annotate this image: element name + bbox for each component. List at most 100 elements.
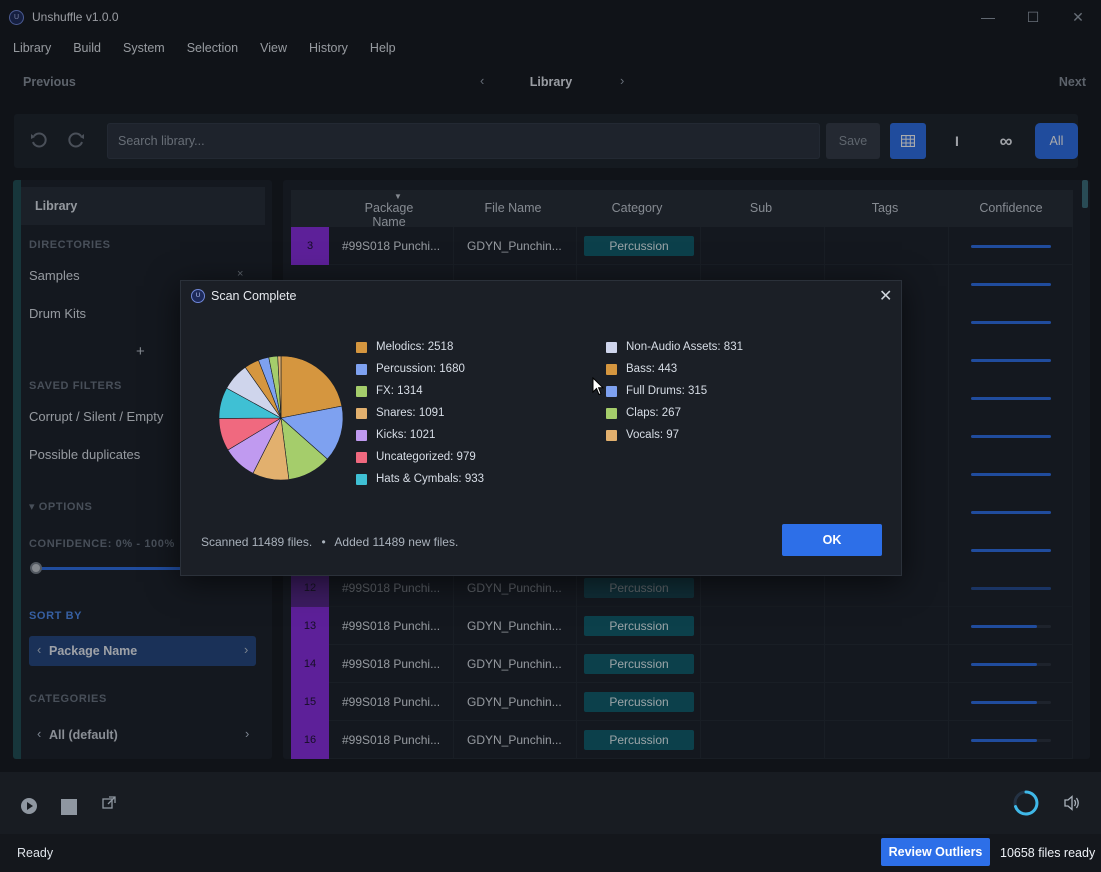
chevron-left-icon[interactable]: ‹ — [37, 642, 42, 657]
pie-slice-vocals — [277, 355, 282, 419]
table-row[interactable]: 12 #99S018 Punchi... GDYN_Punchin... Percus… — [291, 569, 1073, 607]
app-logo-icon: U — [9, 9, 24, 25]
file-name-cell: GDYN_Punchin... — [467, 657, 562, 671]
remove-directory-icon[interactable]: × — [237, 268, 244, 280]
category-chevron-left-icon[interactable]: ‹ — [37, 726, 42, 741]
legend-swatch — [606, 341, 617, 353]
category-badge[interactable]: Percussion — [584, 730, 694, 750]
nav-right-arrow-icon[interactable]: › — [620, 73, 625, 88]
minimize-button[interactable]: — — [981, 9, 995, 25]
page-title: Library — [529, 75, 573, 89]
menu-history[interactable]: History — [309, 41, 348, 55]
confidence-slider-track[interactable] — [35, 567, 195, 570]
table-row[interactable]: 13 #99S018 Punchi... GDYN_Punchin... Percus… — [291, 607, 1073, 645]
menu-help[interactable]: Help — [369, 41, 396, 55]
table-scrollbar[interactable] — [1082, 180, 1088, 208]
file-name-cell: GDYN_Punchin... — [467, 581, 562, 595]
legend-item: Percussion: 1680 — [356, 363, 465, 375]
sort-by-selector[interactable]: ‹ Package Name › — [29, 636, 256, 666]
status-bar: Ready Review Outliers 10658 files ready — [0, 834, 1101, 872]
confidence-slider-handle[interactable] — [30, 562, 42, 574]
column-category[interactable]: Category — [611, 201, 663, 215]
all-button[interactable]: All — [1035, 123, 1078, 159]
close-window-button[interactable]: ✕ — [1072, 8, 1084, 25]
category-badge[interactable]: Percussion — [584, 578, 694, 598]
confidence-bar — [971, 283, 1051, 286]
row-number: 16 — [291, 721, 329, 759]
legend-swatch — [356, 429, 367, 441]
confidence-bar — [971, 359, 1051, 362]
column-confidence[interactable]: Confidence — [979, 201, 1043, 215]
legend-label: Melodics: 2518 — [376, 341, 454, 353]
confidence-bar — [971, 663, 1037, 666]
options-toggle[interactable]: ▾ OPTIONS — [29, 501, 93, 513]
search-input[interactable] — [107, 123, 820, 159]
legend-label: Non-Audio Assets: 831 — [626, 341, 743, 353]
add-directory-icon[interactable]: + — [136, 343, 145, 360]
undo-icon[interactable] — [28, 130, 50, 152]
sidebar-item-drum-kits[interactable]: Drum Kits — [29, 306, 87, 321]
legend-swatch — [606, 429, 617, 441]
legend-swatch — [606, 385, 617, 397]
table-row[interactable]: 14 #99S018 Punchi... GDYN_Punchin... Percus… — [291, 645, 1073, 683]
next-button[interactable]: Next — [1058, 75, 1086, 89]
menu-bar: Library Build System Selection View Hist… — [0, 34, 1101, 62]
legend-item: Hats & Cymbals: 933 — [356, 473, 484, 485]
legend-label: Claps: 267 — [626, 407, 681, 419]
menu-library[interactable]: Library — [13, 41, 52, 55]
external-link-icon[interactable] — [102, 796, 116, 813]
legend-label: Vocals: 97 — [626, 429, 680, 441]
saved-filter-corrupt[interactable]: Corrupt / Silent / Empty — [29, 409, 164, 424]
column-file-name[interactable]: File Name — [484, 201, 542, 215]
menu-view[interactable]: View — [260, 41, 288, 55]
legend-swatch — [356, 451, 367, 463]
toolbar: Save I ∞ All — [14, 114, 1078, 168]
category-badge[interactable]: Percussion — [584, 236, 694, 256]
package-name-cell: #99S018 Punchi... — [342, 695, 441, 709]
column-package-name[interactable]: Package Name — [364, 201, 414, 229]
volume-icon[interactable] — [1063, 795, 1081, 815]
ok-button[interactable]: OK — [782, 524, 882, 556]
maximize-button[interactable]: ☐ — [1026, 8, 1040, 25]
confidence-bar — [971, 245, 1051, 248]
status-text: Ready — [17, 846, 54, 860]
package-name-cell: #99S018 Punchi... — [342, 239, 441, 253]
confidence-bar — [971, 701, 1037, 704]
menu-build[interactable]: Build — [73, 41, 102, 55]
category-value[interactable]: All (default) — [49, 728, 118, 742]
summary-separator: • — [321, 535, 326, 549]
nav-left-arrow-icon[interactable]: ‹ — [480, 73, 485, 88]
grid-view-button[interactable] — [890, 123, 926, 159]
menu-selection[interactable]: Selection — [186, 41, 239, 55]
category-badge[interactable]: Percussion — [584, 654, 694, 674]
row-number: 14 — [291, 645, 329, 683]
table-row[interactable]: 3 #99S018 Punchi... GDYN_Punchin... Percuss… — [291, 227, 1073, 265]
review-outliers-button[interactable]: Review Outliers — [881, 838, 990, 866]
saved-filter-duplicates[interactable]: Possible duplicates — [29, 447, 141, 462]
column-sub[interactable]: Sub — [749, 201, 773, 215]
stop-icon[interactable] — [61, 799, 77, 815]
menu-system[interactable]: System — [123, 41, 165, 55]
table-row[interactable]: 16 #99S018 Punchi... GDYN_Punchin... Percus… — [291, 721, 1073, 759]
table-row[interactable]: 15 #99S018 Punchi... GDYN_Punchin... Percus… — [291, 683, 1073, 721]
sort-by-value: Package Name — [49, 644, 138, 658]
legend-item: Claps: 267 — [606, 407, 681, 419]
legend-swatch — [606, 407, 617, 419]
category-badge[interactable]: Percussion — [584, 616, 694, 636]
dialog-close-icon[interactable]: ✕ — [879, 288, 893, 305]
play-icon[interactable] — [21, 798, 37, 814]
single-mode-button[interactable]: I — [955, 133, 959, 149]
save-button[interactable]: Save — [826, 123, 880, 159]
sample-table: ▼ Package Name File Name Category Sub Ta… — [283, 180, 1090, 759]
category-badge[interactable]: Percussion — [584, 692, 694, 712]
scan-complete-dialog: U Scan Complete ✕ Melodics: 2518 Percussi… — [180, 280, 902, 576]
previous-button[interactable]: Previous — [23, 75, 76, 89]
legend-swatch — [356, 473, 367, 485]
redo-icon[interactable] — [65, 130, 87, 152]
category-chevron-right-icon[interactable]: › — [245, 726, 250, 741]
column-tags[interactable]: Tags — [871, 201, 899, 215]
sidebar-item-samples[interactable]: Samples — [29, 268, 80, 283]
chevron-right-icon[interactable]: › — [244, 642, 249, 657]
legend-label: Full Drums: 315 — [626, 385, 708, 397]
infinite-mode-button[interactable]: ∞ — [999, 131, 1013, 151]
